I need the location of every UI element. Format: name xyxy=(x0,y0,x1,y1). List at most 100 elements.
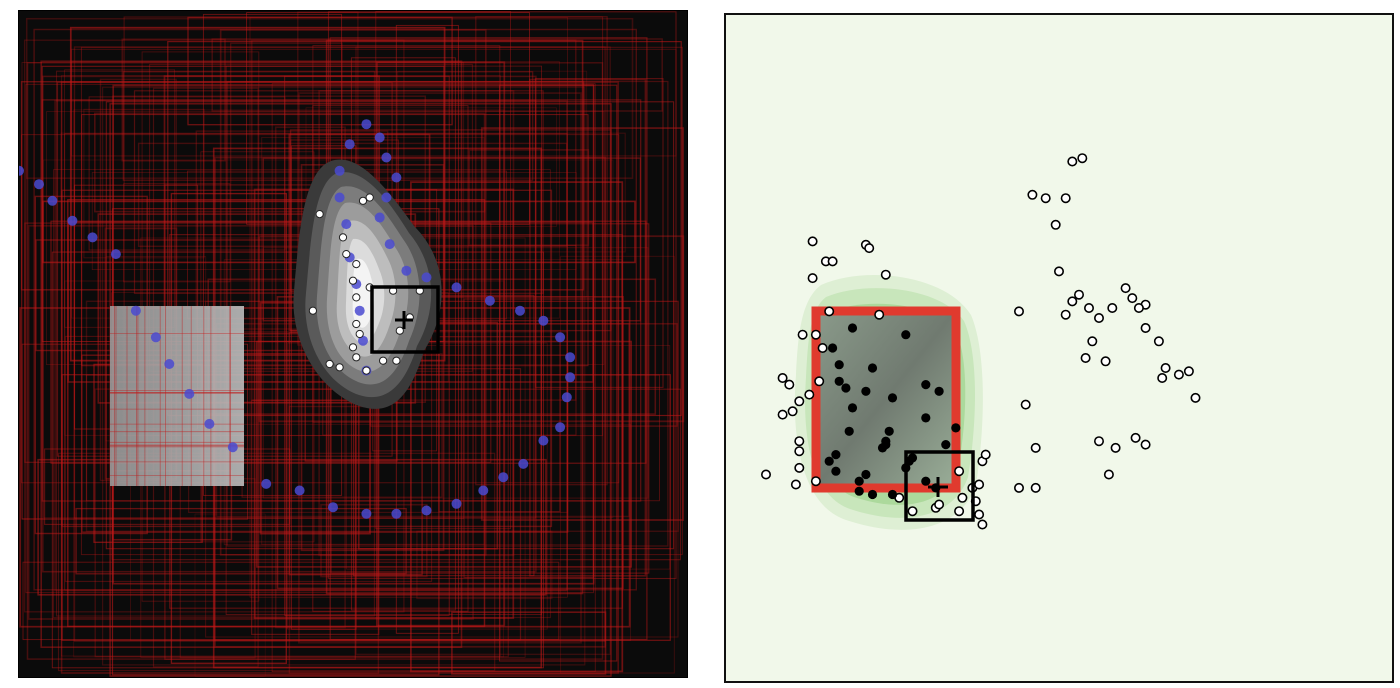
rectangle-overlay-lines xyxy=(110,306,244,486)
red-line xyxy=(219,29,487,556)
red-line xyxy=(300,163,445,552)
outside-point xyxy=(864,243,875,254)
red-line xyxy=(256,340,632,568)
outside-point xyxy=(777,409,788,420)
inside-point xyxy=(921,476,931,486)
outside-point xyxy=(827,256,838,267)
red-line xyxy=(262,247,649,499)
inside-point xyxy=(844,426,854,436)
outside-point xyxy=(1093,312,1104,323)
red-line xyxy=(262,157,642,322)
inside-point xyxy=(834,360,844,370)
path-point xyxy=(164,359,175,369)
red-line xyxy=(149,63,473,372)
path-point xyxy=(421,505,432,516)
path-point xyxy=(344,139,355,150)
path-point xyxy=(401,265,412,276)
outside-point xyxy=(1107,302,1118,313)
red-line xyxy=(26,62,604,660)
outside-point xyxy=(1183,366,1194,377)
red-line xyxy=(187,16,453,126)
outside-point xyxy=(974,509,985,520)
inside-point xyxy=(831,450,841,460)
red-line xyxy=(94,388,509,658)
red-line xyxy=(305,107,557,227)
outside-point xyxy=(1160,362,1171,373)
red-line xyxy=(468,149,590,247)
inside-point xyxy=(901,330,911,340)
sample-point xyxy=(335,363,344,372)
red-line xyxy=(40,60,463,649)
outside-point xyxy=(1040,193,1051,204)
path-point xyxy=(518,458,529,469)
outside-point xyxy=(954,466,965,477)
outside-point xyxy=(1067,156,1078,167)
red-line xyxy=(320,503,428,578)
path-point xyxy=(555,332,566,343)
red-line xyxy=(529,78,647,577)
outside-point xyxy=(1030,482,1041,493)
red-line xyxy=(534,78,664,388)
outside-point xyxy=(794,446,805,457)
sample-point xyxy=(338,233,348,242)
path-point xyxy=(538,315,549,326)
red-line xyxy=(167,41,682,417)
outside-point xyxy=(1080,352,1091,363)
path-point xyxy=(150,332,161,343)
path-point xyxy=(334,165,345,176)
outside-point xyxy=(797,329,808,340)
outside-point xyxy=(807,273,818,284)
sample-point xyxy=(379,356,388,365)
red-line xyxy=(22,561,560,641)
path-point xyxy=(538,435,549,446)
outside-point xyxy=(1133,302,1144,313)
sample-point xyxy=(362,366,371,375)
red-line xyxy=(83,108,205,259)
outside-point xyxy=(824,306,835,317)
path-point xyxy=(498,472,509,483)
red-line xyxy=(33,28,638,591)
right-panel xyxy=(724,13,1394,683)
outside-point xyxy=(810,476,821,487)
inside-point xyxy=(831,466,841,476)
sample-point xyxy=(355,329,364,339)
red-line xyxy=(560,255,675,674)
path-point xyxy=(130,305,141,316)
red-line xyxy=(88,96,286,251)
inside-point xyxy=(847,323,858,333)
inside-point xyxy=(934,386,944,396)
inside-point xyxy=(861,469,871,480)
outside-point xyxy=(1020,399,1031,410)
path-point xyxy=(555,422,566,433)
region-rectangle xyxy=(811,306,961,493)
inside-point xyxy=(828,343,838,353)
inside-point xyxy=(867,363,878,373)
path-point xyxy=(565,372,576,383)
inside-point xyxy=(847,403,858,413)
red-line xyxy=(70,48,677,157)
red-line xyxy=(93,112,486,213)
inside-point xyxy=(921,380,931,390)
red-line xyxy=(123,183,231,283)
outside-point xyxy=(1030,442,1041,453)
red-line xyxy=(64,335,433,582)
inside-point xyxy=(861,386,871,396)
sample-point xyxy=(348,343,358,352)
inside-point xyxy=(887,489,898,500)
outside-point xyxy=(880,269,891,280)
outside-point xyxy=(1013,482,1024,493)
sample-point xyxy=(392,356,401,365)
red-line xyxy=(21,62,465,519)
red-line xyxy=(27,224,474,620)
path-point xyxy=(261,478,272,489)
path-point xyxy=(110,249,121,260)
sample-point xyxy=(308,306,317,315)
outside-point xyxy=(1173,369,1184,380)
path-point xyxy=(515,305,525,316)
path-point xyxy=(478,485,489,496)
outside-point xyxy=(1077,153,1088,164)
path-point xyxy=(451,282,462,293)
outside-point xyxy=(934,499,945,510)
outside-point xyxy=(1103,469,1114,480)
sample-point xyxy=(352,353,361,362)
